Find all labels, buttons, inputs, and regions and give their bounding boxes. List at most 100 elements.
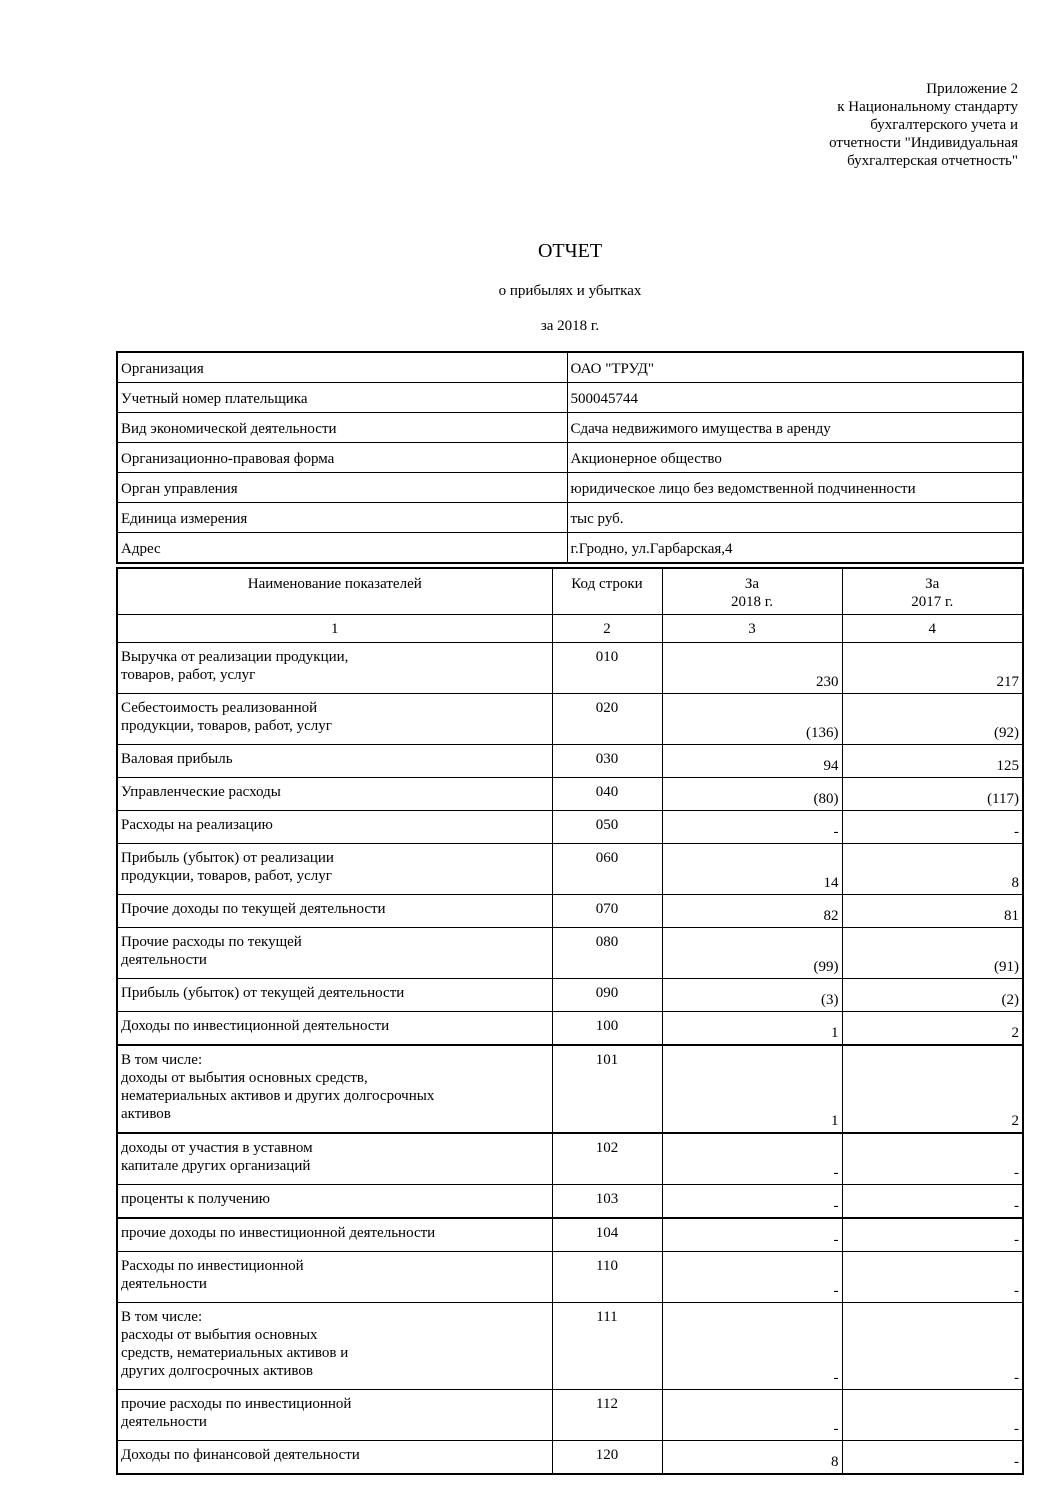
info-label: Адрес bbox=[116, 532, 568, 564]
value-2018: 82 bbox=[661, 894, 843, 928]
line-code: 111 bbox=[551, 1302, 663, 1390]
value-2018: 8 bbox=[661, 1440, 843, 1475]
table-row: прочие доходы по инвестиционной деятельн… bbox=[116, 1217, 1024, 1252]
info-label: Единица измерения bbox=[116, 502, 568, 533]
table-row: Прочие доходы по текущей деятельности 070… bbox=[116, 894, 1024, 928]
value-2018: (3) bbox=[661, 978, 843, 1012]
indicator-name: доходы от участия в уставном капитале др… bbox=[116, 1132, 553, 1185]
line-code: 101 bbox=[551, 1044, 663, 1134]
value-2018: - bbox=[661, 1132, 843, 1185]
value-2017: - bbox=[841, 1389, 1024, 1441]
header-line-code: Код строки bbox=[551, 567, 663, 615]
table-row: Управленческие расходы 040 (80) (117) bbox=[116, 777, 1024, 811]
indicator-name: Прочие доходы по текущей деятельности bbox=[116, 894, 553, 928]
indicator-name: Прибыль (убыток) от реализации продукции… bbox=[116, 843, 553, 895]
table-row: В том числе: доходы от выбытия основных … bbox=[116, 1044, 1024, 1134]
value-2017: 2 bbox=[841, 1011, 1024, 1046]
info-row: Орган управления юридическое лицо без вед… bbox=[116, 472, 1024, 503]
value-2018: 230 bbox=[661, 642, 843, 694]
line-code: 050 bbox=[551, 810, 663, 844]
indicator-name: Выручка от реализации продукции, товаров… bbox=[116, 642, 553, 694]
line-code: 103 bbox=[551, 1184, 663, 1219]
value-2018: 94 bbox=[661, 744, 843, 778]
info-value: тыс руб. bbox=[566, 502, 1024, 533]
column-number: 3 bbox=[661, 614, 843, 643]
line-code: 110 bbox=[551, 1251, 663, 1303]
value-2017: - bbox=[841, 810, 1024, 844]
value-2018: (80) bbox=[661, 777, 843, 811]
value-2018: - bbox=[661, 1251, 843, 1303]
value-2017: (117) bbox=[841, 777, 1024, 811]
info-row: Организационно-правовая форма Акционерное… bbox=[116, 442, 1024, 473]
table-row: Выручка от реализации продукции, товаров… bbox=[116, 642, 1024, 694]
table-header-row: Наименование показателей Код строки За 2… bbox=[116, 567, 1024, 615]
value-2018: - bbox=[661, 1302, 843, 1390]
report-subtitle: о прибылях и убытках bbox=[498, 283, 642, 299]
info-label: Вид экономической деятельности bbox=[116, 412, 568, 443]
indicator-name: Расходы на реализацию bbox=[116, 810, 553, 844]
column-number: 2 bbox=[551, 614, 663, 643]
indicator-name: Управленческие расходы bbox=[116, 777, 553, 811]
organization-info-table: Организация ОАО "ТРУД" Учетный номер плате… bbox=[116, 351, 1024, 564]
indicator-name: Доходы по финансовой деятельности bbox=[116, 1440, 553, 1475]
line-code: 020 bbox=[551, 693, 663, 745]
value-2018: - bbox=[661, 1217, 843, 1252]
info-row: Учетный номер плательщика 500045744 bbox=[116, 382, 1024, 413]
value-2018: (99) bbox=[661, 927, 843, 979]
info-label: Организация bbox=[116, 351, 568, 383]
value-2017: - bbox=[841, 1251, 1024, 1303]
table-row: Прибыль (убыток) от реализации продукции… bbox=[116, 843, 1024, 895]
indicator-name: Прибыль (убыток) от текущей деятельности bbox=[116, 978, 553, 1012]
info-label: Учетный номер плательщика bbox=[116, 382, 568, 413]
info-value: юридическое лицо без ведомственной подчи… bbox=[566, 472, 1024, 503]
line-code: 030 bbox=[551, 744, 663, 778]
value-2017: - bbox=[841, 1184, 1024, 1219]
report-period: за 2018 г. bbox=[540, 318, 600, 334]
value-2017: - bbox=[841, 1440, 1024, 1475]
value-2017: 8 bbox=[841, 843, 1024, 895]
value-2017: 81 bbox=[841, 894, 1024, 928]
table-row: доходы от участия в уставном капитале др… bbox=[116, 1132, 1024, 1185]
header-2017: За 2017 г. bbox=[841, 567, 1024, 615]
line-code: 080 bbox=[551, 927, 663, 979]
info-value: Сдача недвижимого имущества в аренду bbox=[566, 412, 1024, 443]
table-row: Валовая прибыль 030 94 125 bbox=[116, 744, 1024, 778]
value-2018: 14 bbox=[661, 843, 843, 895]
table-row: Прибыль (убыток) от текущей деятельности… bbox=[116, 978, 1024, 1012]
indicator-name: Доходы по инвестиционной деятельности bbox=[116, 1011, 553, 1046]
value-2017: (2) bbox=[841, 978, 1024, 1012]
line-code: 010 bbox=[551, 642, 663, 694]
value-2017: - bbox=[841, 1132, 1024, 1185]
line-code: 100 bbox=[551, 1011, 663, 1046]
appendix-note: Приложение 2 к Национальному стандарту б… bbox=[829, 81, 1018, 169]
report-title: ОТЧЕТ bbox=[537, 240, 603, 262]
value-2018: 1 bbox=[661, 1044, 843, 1134]
info-value: Акционерное общество bbox=[566, 442, 1024, 473]
info-row: Адрес г.Гродно, ул.Гарбарская,4 bbox=[116, 532, 1024, 564]
indicator-name: прочие расходы по инвестиционной деятель… bbox=[116, 1389, 553, 1441]
line-code: 090 bbox=[551, 978, 663, 1012]
value-2018: - bbox=[661, 1389, 843, 1441]
info-row: Организация ОАО "ТРУД" bbox=[116, 351, 1024, 383]
indicator-name: Валовая прибыль bbox=[116, 744, 553, 778]
line-code: 102 bbox=[551, 1132, 663, 1185]
value-2017: (91) bbox=[841, 927, 1024, 979]
indicator-name: прочие доходы по инвестиционной деятельн… bbox=[116, 1217, 553, 1252]
info-value: ОАО "ТРУД" bbox=[566, 351, 1024, 383]
column-number: 4 bbox=[841, 614, 1024, 643]
info-value: 500045744 bbox=[566, 382, 1024, 413]
value-2017: 125 bbox=[841, 744, 1024, 778]
value-2018: (136) bbox=[661, 693, 843, 745]
line-code: 040 bbox=[551, 777, 663, 811]
table-row: Расходы по инвестиционной деятельности 11… bbox=[116, 1251, 1024, 1303]
info-row: Единица измерения тыс руб. bbox=[116, 502, 1024, 533]
value-2017: 217 bbox=[841, 642, 1024, 694]
column-number-row: 1 2 3 4 bbox=[116, 614, 1024, 643]
header-indicator-name: Наименование показателей bbox=[116, 567, 553, 615]
value-2017: - bbox=[841, 1217, 1024, 1252]
line-code: 120 bbox=[551, 1440, 663, 1475]
line-code: 112 bbox=[551, 1389, 663, 1441]
header-2018: За 2018 г. bbox=[661, 567, 843, 615]
value-2018: - bbox=[661, 810, 843, 844]
info-value: г.Гродно, ул.Гарбарская,4 bbox=[566, 532, 1024, 564]
